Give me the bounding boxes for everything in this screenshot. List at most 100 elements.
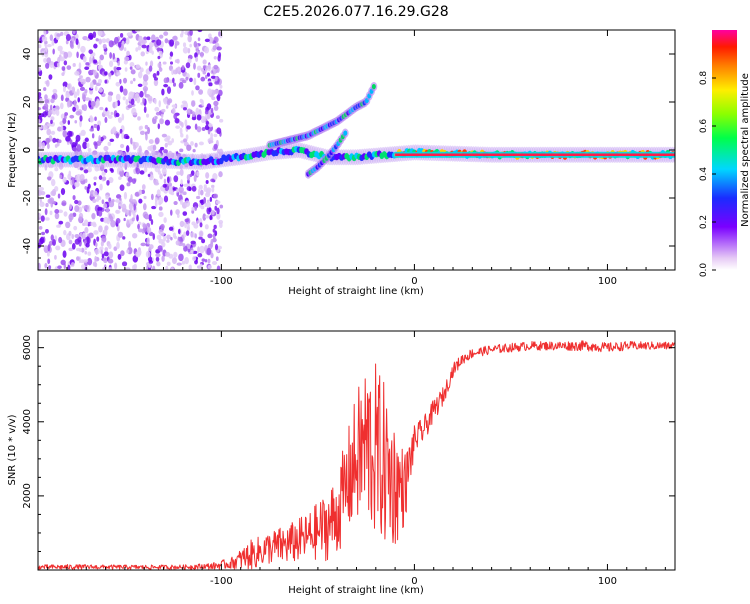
colorbar-tick-label: 0.0 <box>699 263 709 278</box>
noise-speck <box>196 196 200 199</box>
noise-speck <box>41 215 45 221</box>
noise-speck <box>155 253 160 257</box>
noise-speck <box>91 101 96 107</box>
noise-speck <box>145 82 148 86</box>
noise-speck <box>133 112 137 115</box>
noise-speck <box>219 222 222 228</box>
noise-speck <box>210 252 213 258</box>
noise-speck <box>207 64 211 71</box>
noise-speck <box>165 120 170 126</box>
noise-speck <box>156 257 160 262</box>
noise-speck <box>127 105 132 108</box>
noise-speck <box>184 257 189 264</box>
noise-speck <box>175 118 180 124</box>
noise-speck <box>50 98 54 103</box>
noise-speck <box>108 72 111 76</box>
noise-speck <box>154 98 157 104</box>
noise-speck <box>208 140 213 143</box>
noise-speck <box>130 92 135 96</box>
noise-speck <box>66 34 71 41</box>
noise-speck <box>215 244 218 250</box>
noise-speck <box>105 247 109 251</box>
noise-speck <box>70 139 73 144</box>
noise-speck <box>148 46 152 54</box>
noise-speck <box>124 47 126 51</box>
noise-speck <box>58 193 61 198</box>
noise-speck <box>80 46 86 53</box>
noise-speck <box>179 82 184 89</box>
noise-speck <box>55 144 58 148</box>
colorbar: 0.00.20.40.60.8 Normalized spectral ampl… <box>699 30 750 277</box>
noise-speck <box>143 223 147 228</box>
noise-speck <box>73 99 76 106</box>
colorbar-tick-label: 0.8 <box>699 71 709 86</box>
noise-speck <box>123 88 128 95</box>
noise-speck <box>75 38 78 45</box>
noise-speck <box>204 47 209 54</box>
noise-speck <box>126 51 130 56</box>
noise-speck <box>88 33 93 40</box>
spectrogram-y-tick-label: 40 <box>22 48 33 61</box>
noise-speck <box>127 32 132 36</box>
noise-speck <box>115 101 118 108</box>
noise-speck <box>138 84 143 87</box>
noise-speck <box>89 117 94 123</box>
noise-speck <box>218 171 222 177</box>
noise-speck <box>182 80 186 83</box>
noise-speck <box>63 86 66 92</box>
noise-speck <box>48 74 52 80</box>
noise-speck <box>93 44 97 49</box>
noise-speck <box>189 78 193 83</box>
noise-speck <box>57 63 60 68</box>
noise-speck <box>104 251 109 256</box>
noise-speck <box>65 92 70 98</box>
noise-speck <box>57 46 62 52</box>
noise-speck <box>84 251 87 255</box>
noise-speck <box>197 253 202 257</box>
spectrogram-x-label: Height of straight line (km) <box>288 286 424 297</box>
noise-speck <box>93 191 98 197</box>
noise-speck <box>115 199 120 203</box>
noise-speck <box>154 182 159 185</box>
noise-speck <box>49 197 54 203</box>
noise-speck <box>89 128 94 131</box>
noise-speck <box>167 176 170 183</box>
noise-speck <box>84 219 88 226</box>
noise-speck <box>158 245 163 251</box>
noise-speck <box>131 69 136 74</box>
spectrogram-x-tick-label: -100 <box>210 276 233 287</box>
noise-speck <box>137 116 141 120</box>
noise-speck <box>159 67 163 72</box>
noise-speck <box>57 265 62 269</box>
noise-speck <box>50 211 53 215</box>
noise-speck <box>74 120 77 124</box>
noise-speck <box>195 85 200 90</box>
noise-speck <box>94 142 97 149</box>
noise-speck <box>91 213 95 220</box>
noise-speck <box>211 108 213 113</box>
spectrogram-y-tick-label: 0 <box>22 147 33 153</box>
noise-speck <box>173 232 176 238</box>
noise-speck <box>183 231 186 237</box>
noise-speck <box>198 37 201 41</box>
spectrogram-y-label: Frequency (Hz) <box>7 112 18 188</box>
noise-speck <box>207 259 210 264</box>
noise-speck <box>139 145 142 152</box>
noise-speck <box>211 96 215 100</box>
noise-speck <box>194 41 198 48</box>
noise-speck <box>45 217 50 220</box>
noise-speck <box>185 219 189 222</box>
noise-speck <box>120 250 124 256</box>
noise-speck <box>70 41 73 48</box>
noise-speck <box>37 119 41 123</box>
noise-speck <box>158 170 161 174</box>
noise-speck <box>129 210 132 217</box>
noise-speck <box>156 112 161 116</box>
noise-speck <box>118 117 122 123</box>
noise-speck <box>190 110 192 114</box>
noise-speck <box>73 63 76 67</box>
snr-background <box>38 331 675 570</box>
noise-speck <box>69 115 74 119</box>
